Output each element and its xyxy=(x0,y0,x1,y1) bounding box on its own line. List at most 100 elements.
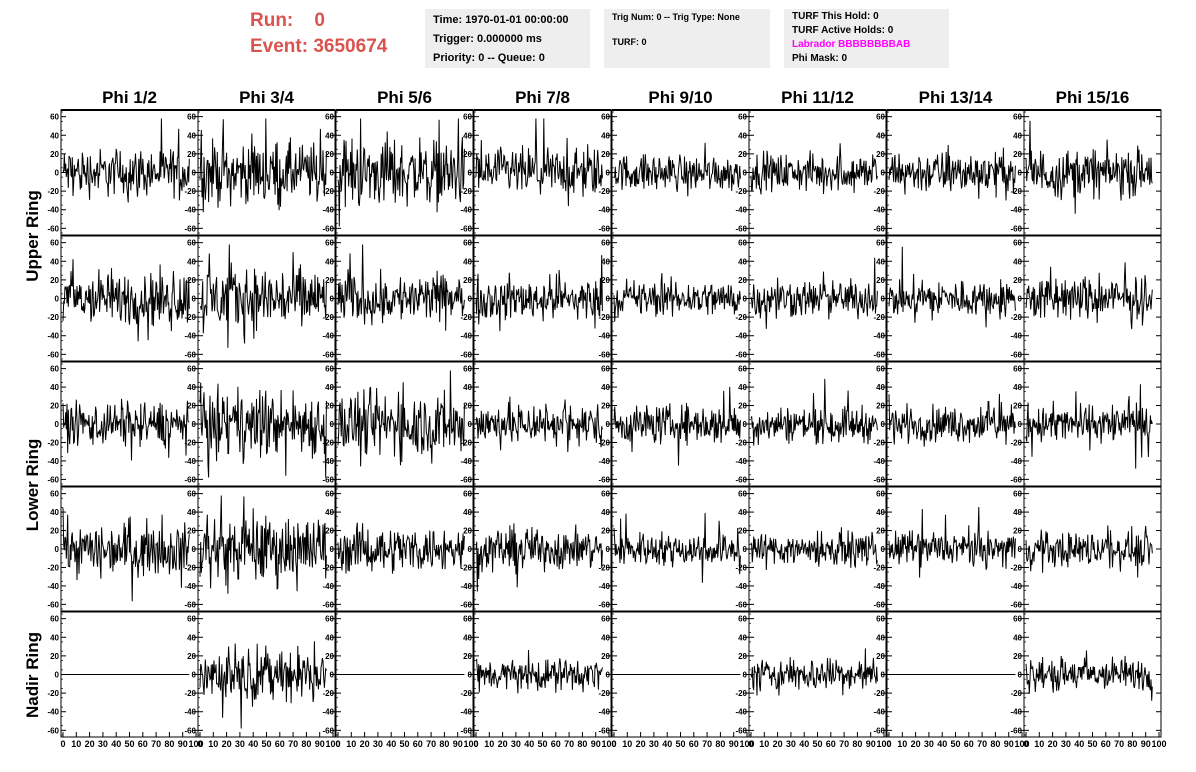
ytick-label: 40 xyxy=(187,633,196,642)
ytick-label: 60 xyxy=(738,365,747,374)
ytick-label: 20 xyxy=(187,276,196,285)
ytick-label: 40 xyxy=(1013,633,1022,642)
ytick-label: 40 xyxy=(1013,257,1022,266)
ytick-label: -60 xyxy=(47,600,59,609)
ytick-label: -40 xyxy=(735,708,747,717)
waveform-trace-r3-c2 xyxy=(199,382,327,478)
ytick-label: -60 xyxy=(873,475,885,484)
ytick-label: 40 xyxy=(325,508,334,517)
ytick-label: -20 xyxy=(1010,563,1022,572)
ytick-label: -60 xyxy=(322,726,334,735)
xtick-label: 0 xyxy=(473,739,478,749)
xtick-label: 90 xyxy=(1004,739,1014,749)
ytick-label: 0 xyxy=(192,169,197,178)
ytick-label: 60 xyxy=(601,239,610,248)
ytick-label: -60 xyxy=(598,224,610,233)
ytick-label: 20 xyxy=(876,276,885,285)
ytick-label: -60 xyxy=(460,224,472,233)
ytick-label: 60 xyxy=(738,490,747,499)
ytick-label: 20 xyxy=(738,652,747,661)
ytick-label: 40 xyxy=(738,633,747,642)
ytick-label: -20 xyxy=(873,438,885,447)
xtick-label: 30 xyxy=(373,739,383,749)
event-label: Event: xyxy=(250,36,309,57)
ytick-label: 0 xyxy=(330,671,335,680)
ytick-label: -20 xyxy=(460,187,472,196)
ytick-label: 0 xyxy=(743,671,748,680)
ytick-label: -20 xyxy=(598,313,610,322)
ytick-label: 20 xyxy=(601,527,610,536)
ytick-label: -20 xyxy=(460,438,472,447)
ytick-label: -60 xyxy=(735,726,747,735)
ytick-label: 20 xyxy=(187,150,196,159)
ytick-label: -20 xyxy=(1010,438,1022,447)
xtick-label: 20 xyxy=(773,739,783,749)
ytick-label: -60 xyxy=(735,600,747,609)
ytick-label: 60 xyxy=(1013,615,1022,624)
ytick-label: -20 xyxy=(322,438,334,447)
ytick-label: 60 xyxy=(1013,113,1022,122)
xtick-label: 90 xyxy=(591,739,601,749)
ytick-label: 0 xyxy=(881,671,886,680)
ytick-label: 60 xyxy=(601,365,610,374)
ytick-label: 20 xyxy=(1013,527,1022,536)
ytick-label: -60 xyxy=(873,726,885,735)
ytick-label: -60 xyxy=(47,726,59,735)
ytick-label: 60 xyxy=(1013,239,1022,248)
ytick-label: 0 xyxy=(1018,169,1023,178)
ytick-label: 60 xyxy=(187,490,196,499)
ytick-label: -20 xyxy=(735,689,747,698)
xtick-label: 90 xyxy=(1141,739,1151,749)
ytick-label: 40 xyxy=(601,508,610,517)
ytick-label: -40 xyxy=(47,206,59,215)
ytick-label: -60 xyxy=(1010,475,1022,484)
ytick-label: -20 xyxy=(735,187,747,196)
ytick-label: 40 xyxy=(187,131,196,140)
xtick-label: 20 xyxy=(911,739,921,749)
xtick-label: 10 xyxy=(759,739,769,749)
run-event-header: Run: 0 Event: 3650674 xyxy=(250,8,420,60)
column-header-5: Phi 9/10 xyxy=(648,88,712,107)
ytick-label: 0 xyxy=(468,295,473,304)
ytick-label: 20 xyxy=(325,402,334,411)
ytick-label: 20 xyxy=(601,652,610,661)
ytick-label: -40 xyxy=(735,206,747,215)
ytick-label: 60 xyxy=(738,113,747,122)
xtick-label: 30 xyxy=(924,739,934,749)
ytick-label: -40 xyxy=(47,332,59,341)
ytick-label: 0 xyxy=(743,420,748,429)
xtick-label: 10 xyxy=(484,739,494,749)
xtick-label: 20 xyxy=(360,739,370,749)
ytick-label: 0 xyxy=(468,169,473,178)
xtick-label: 70 xyxy=(288,739,298,749)
ytick-label: 40 xyxy=(738,257,747,266)
ytick-label: 20 xyxy=(50,402,59,411)
ytick-label: 0 xyxy=(606,420,611,429)
ytick-label: 20 xyxy=(1013,652,1022,661)
ytick-label: -60 xyxy=(598,350,610,359)
xtick-label: 80 xyxy=(852,739,862,749)
xtick-label: 80 xyxy=(301,739,311,749)
xtick-label: 90 xyxy=(866,739,876,749)
waveform-trace-r3-c3 xyxy=(337,370,465,467)
ytick-label: 0 xyxy=(330,169,335,178)
column-header-6: Phi 11/12 xyxy=(781,88,854,107)
waveform-trace-r1-c2 xyxy=(199,118,327,213)
waveform-trace-r2-c4 xyxy=(475,255,603,332)
waveform-trace-r4-c4 xyxy=(475,523,603,592)
xtick-label: 50 xyxy=(399,739,409,749)
waveform-trace-r1-c3 xyxy=(337,118,465,227)
waveform-trace-r1-c5 xyxy=(613,142,741,197)
ytick-label: 60 xyxy=(463,490,472,499)
ytick-label: 60 xyxy=(325,113,334,122)
ytick-label: -20 xyxy=(184,563,196,572)
ytick-label: 40 xyxy=(463,257,472,266)
xtick-label: 60 xyxy=(138,739,148,749)
waveform-trace-r1-c7 xyxy=(888,144,1016,201)
xtick-label: 60 xyxy=(413,739,423,749)
ytick-label: -20 xyxy=(322,313,334,322)
ytick-label: 0 xyxy=(1018,671,1023,680)
ytick-label: -40 xyxy=(47,708,59,717)
ytick-label: -40 xyxy=(873,457,885,466)
waveform-trace-r1-c1 xyxy=(62,118,190,203)
